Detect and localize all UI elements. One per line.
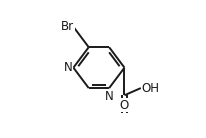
Text: O: O xyxy=(120,99,129,112)
Text: OH: OH xyxy=(142,82,160,95)
Text: N: N xyxy=(105,90,114,103)
Text: N: N xyxy=(64,61,72,74)
Text: Br: Br xyxy=(61,20,74,33)
